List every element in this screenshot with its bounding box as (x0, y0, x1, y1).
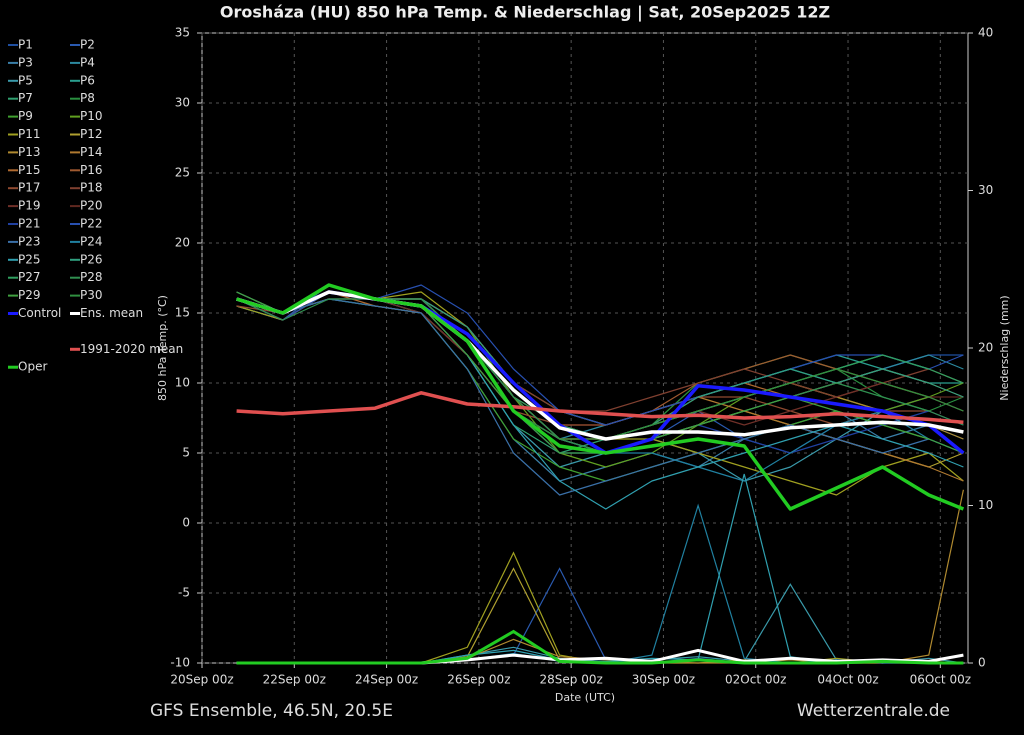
y-tick-label: 15 (175, 306, 190, 320)
y-tick-label: 35 (175, 26, 190, 40)
y-tick-label: 10 (175, 376, 190, 390)
legend-label: Oper (18, 360, 47, 374)
y2-tick-label: 10 (978, 498, 993, 512)
precip-line (236, 629, 964, 665)
y-tick-label: 30 (175, 96, 190, 110)
legend-label: P5 (18, 73, 33, 87)
legend-label: P13 (18, 145, 41, 159)
legend-label: P14 (80, 145, 103, 159)
y2-tick-label: 40 (978, 26, 993, 40)
legend-label: P3 (18, 55, 33, 69)
y-tick-label: 20 (175, 236, 190, 250)
x-tick-label: 06Oct 00z (910, 673, 971, 687)
legend-label: P15 (18, 163, 41, 177)
x-tick-label: 22Sep 00z (263, 673, 326, 687)
legend-label: P27 (18, 270, 41, 284)
legend-label: P19 (18, 199, 41, 213)
legend-label: P22 (80, 217, 103, 231)
y2-tick-label: 30 (978, 183, 993, 197)
y-tick-label: 25 (175, 166, 190, 180)
x-tick-label: 26Sep 00z (447, 673, 510, 687)
y-tick-label: 0 (182, 516, 190, 530)
temp-line (236, 290, 964, 441)
y-tick-label: 5 (182, 446, 190, 460)
y-tick-label: -5 (178, 586, 190, 600)
x-tick-label: 20Sep 00z (170, 673, 233, 687)
legend-label: P30 (80, 288, 103, 302)
x-tick-label: 02Oct 00z (725, 673, 786, 687)
legend-label: Control (18, 306, 61, 320)
legend-label: P1 (18, 38, 33, 52)
legend-label: P18 (80, 181, 103, 195)
temp-line (236, 391, 964, 424)
y-axis-label: 850 hPa Temp. (°C) (156, 295, 169, 401)
legend-label: Ens. mean (80, 306, 143, 320)
legend-label: P28 (80, 270, 103, 284)
footer-left: GFS Ensemble, 46.5N, 20.5E (150, 701, 393, 721)
legend-label: P7 (18, 91, 33, 105)
legend-label: P21 (18, 217, 41, 231)
legend-label: 1991-2020 mean (80, 342, 183, 356)
temp-line (236, 283, 965, 511)
x-tick-label: 24Sep 00z (355, 673, 418, 687)
x-tick-label: 04Oct 00z (817, 673, 878, 687)
y2-axis-label: Niederschlag (mm) (998, 295, 1011, 400)
y-tick-label: -10 (170, 656, 190, 670)
legend-label: P11 (18, 127, 41, 141)
legend-label: P6 (80, 73, 95, 87)
legend-label: P4 (80, 55, 95, 69)
temp-line (236, 298, 964, 496)
legend-label: P20 (80, 199, 103, 213)
chart-title: Orosháza (HU) 850 hPa Temp. & Niederschl… (220, 3, 830, 23)
legend-label: P16 (80, 163, 103, 177)
legend-label: P12 (80, 127, 103, 141)
legend-label: P25 (18, 252, 41, 266)
footer-right: Wetterzentrale.de (797, 701, 950, 721)
y2-tick-label: 0 (978, 656, 986, 670)
legend-label: P29 (18, 288, 41, 302)
legend-label: P17 (18, 181, 41, 195)
legend-label: P26 (80, 252, 103, 266)
legend-label: P10 (80, 109, 103, 123)
x-tick-label: 28Sep 00z (540, 673, 603, 687)
x-tick-label: 30Sep 00z (632, 673, 695, 687)
legend-label: P8 (80, 91, 95, 105)
y2-tick-label: 20 (978, 341, 993, 355)
legend-label: P23 (18, 234, 41, 248)
legend-label: P24 (80, 234, 103, 248)
legend-label: P2 (80, 38, 95, 52)
x-axis-label: Date (UTC) (555, 691, 615, 704)
legend-label: P9 (18, 109, 33, 123)
